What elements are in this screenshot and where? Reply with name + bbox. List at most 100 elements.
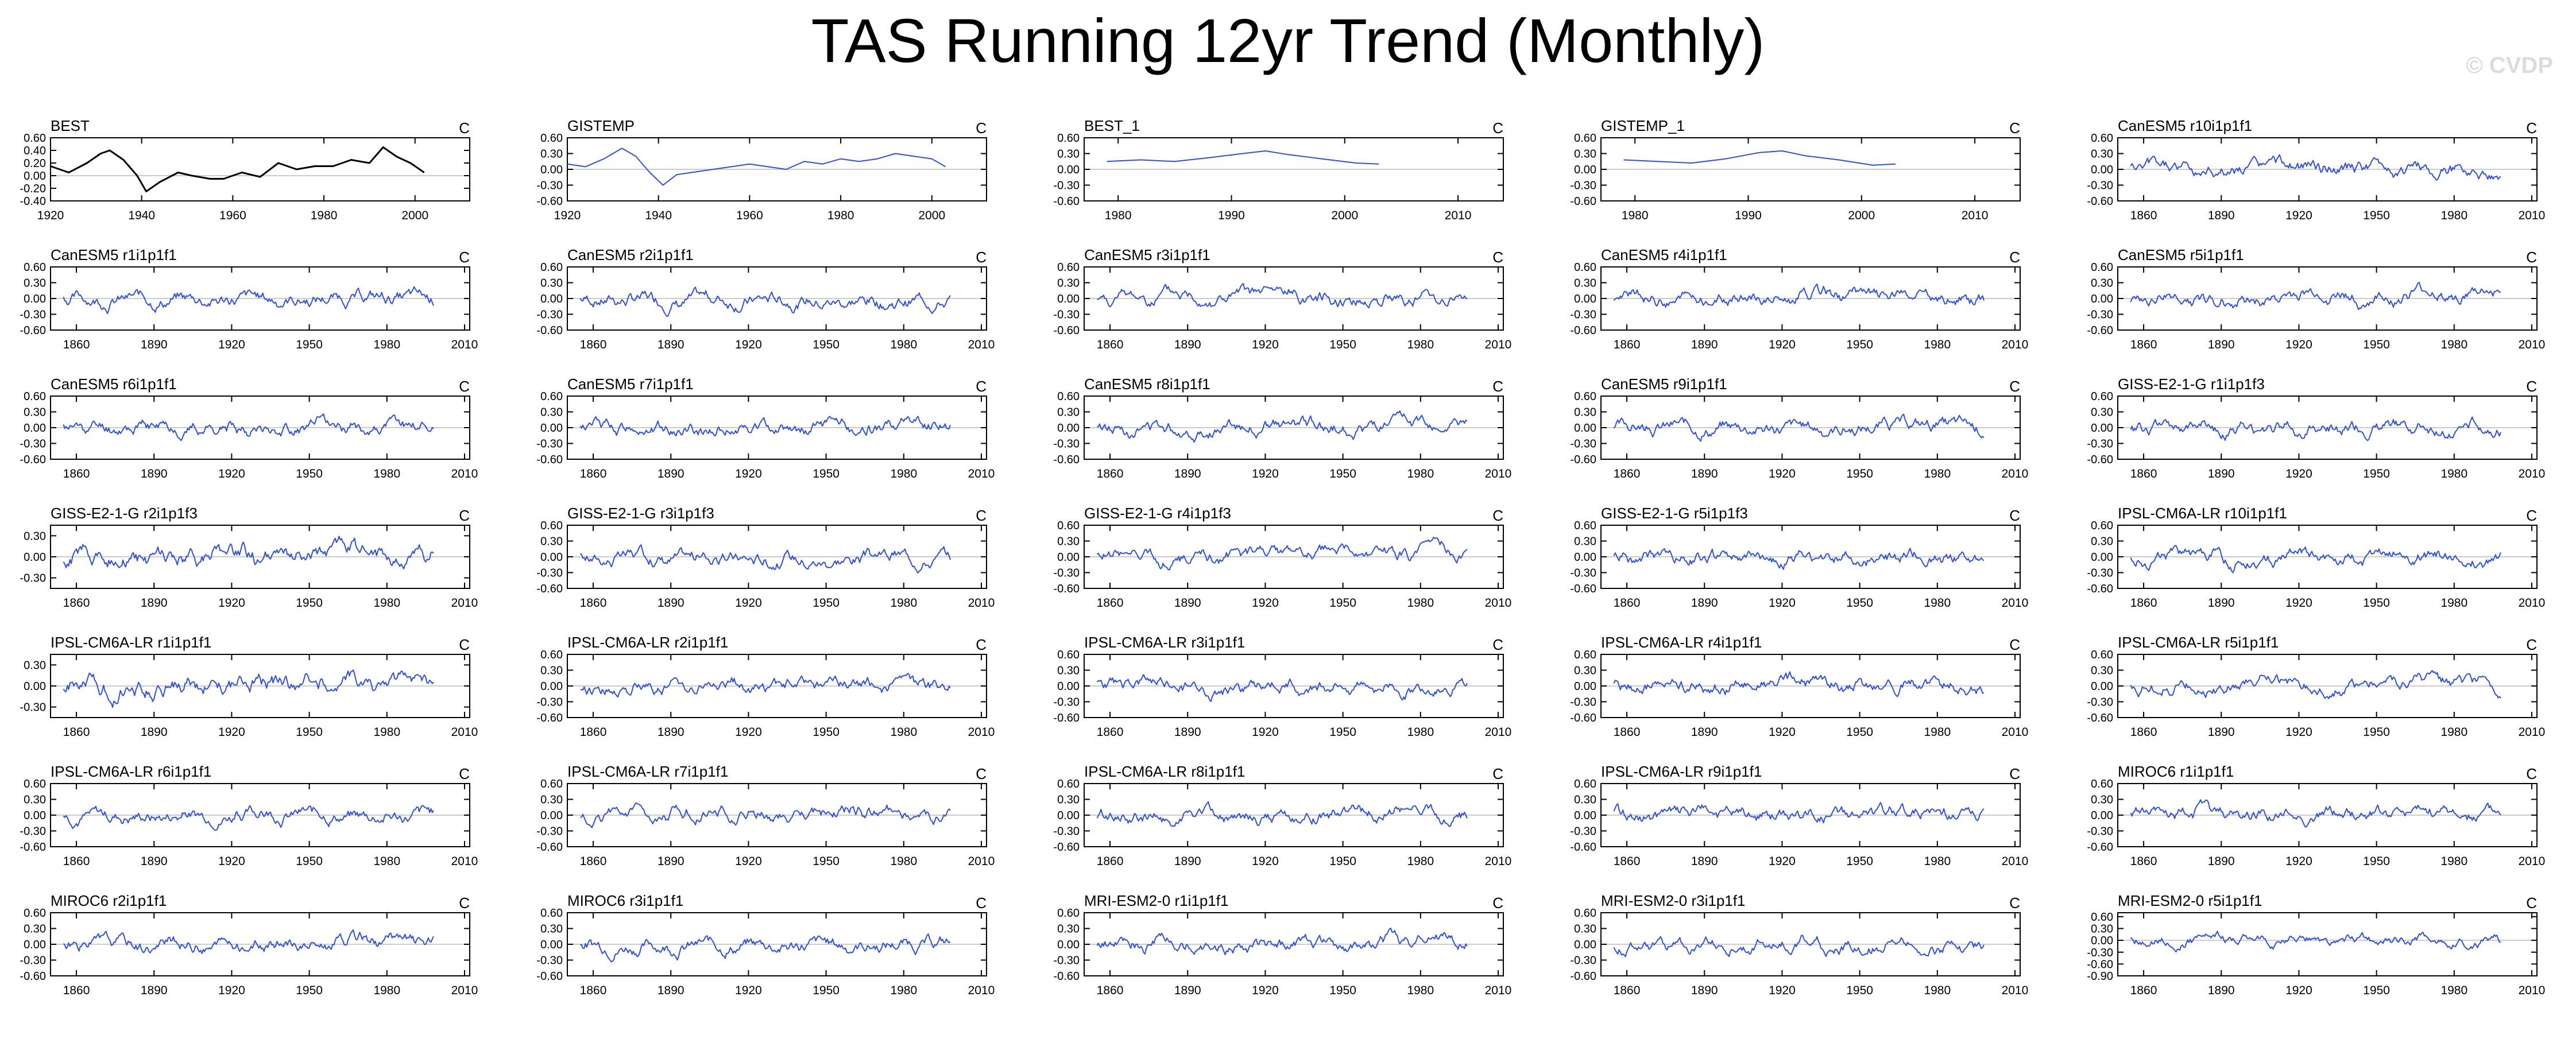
x-tick-label: 1980 xyxy=(1407,467,1434,480)
y-tick-label: -0.60 xyxy=(1053,453,1080,466)
y-tick-label: -0.60 xyxy=(536,841,563,854)
y-tick-label: -0.60 xyxy=(1053,583,1080,595)
y-tick-label: 0.30 xyxy=(24,659,46,672)
x-tick-label: 1890 xyxy=(141,855,168,868)
series-line xyxy=(63,669,434,708)
y-tick-label: -0.30 xyxy=(20,955,46,967)
y-tick-label: -0.30 xyxy=(1053,955,1080,967)
x-tick-label: 1890 xyxy=(1691,984,1718,997)
x-tick-label: 1890 xyxy=(1174,726,1201,739)
y-tick-label: -0.30 xyxy=(2087,947,2113,959)
x-tick-label: 1950 xyxy=(1846,596,1873,610)
x-tick-label: 1890 xyxy=(657,596,684,610)
y-tick-label: 0.30 xyxy=(2091,536,2113,548)
panel-title: IPSL-CM6A-LR r1i1p1f1 xyxy=(51,634,211,651)
x-tick-label: 2010 xyxy=(2002,467,2029,480)
y-tick-label: -0.60 xyxy=(2087,583,2113,595)
y-tick-label: -0.60 xyxy=(2087,958,2113,971)
y-tick-label: -0.60 xyxy=(536,970,563,983)
x-tick-label: 2010 xyxy=(2519,467,2546,480)
x-tick-label: 2010 xyxy=(451,984,478,997)
y-tick-label: 0.00 xyxy=(2091,935,2113,947)
x-tick-label: 2010 xyxy=(1485,467,1512,480)
series-line xyxy=(1096,674,1468,702)
y-tick-label: -0.60 xyxy=(1570,970,1596,983)
x-tick-label: 1860 xyxy=(2130,338,2157,351)
x-tick-label: 1980 xyxy=(827,209,854,222)
panel-units: C xyxy=(2009,249,2020,266)
x-tick-label: 1920 xyxy=(218,726,245,739)
x-tick-label: 1950 xyxy=(2363,338,2390,351)
x-tick-label: 1890 xyxy=(1691,855,1718,868)
panel-units: C xyxy=(976,894,987,912)
panel-units: C xyxy=(976,378,987,395)
series-line xyxy=(2130,931,2501,953)
y-tick-label: -0.30 xyxy=(1053,825,1080,838)
y-tick-label: 0.00 xyxy=(1574,164,1596,176)
x-tick-label: 1950 xyxy=(296,596,323,610)
y-tick-label: 0.60 xyxy=(2091,911,2113,924)
x-tick-label: 1890 xyxy=(1174,984,1201,997)
x-tick-label: 1890 xyxy=(657,726,684,739)
x-tick-label: 1980 xyxy=(1924,855,1951,868)
x-tick-label: 1950 xyxy=(296,984,323,997)
y-tick-label: 0.60 xyxy=(24,778,46,790)
y-tick-label: 0.30 xyxy=(540,923,563,936)
x-tick-label: 1920 xyxy=(735,984,762,997)
panel-title: IPSL-CM6A-LR r8i1p1f1 xyxy=(1084,763,1245,780)
x-tick-label: 1920 xyxy=(218,338,245,351)
y-tick-label: 0.30 xyxy=(24,277,46,290)
panel-title: IPSL-CM6A-LR r7i1p1f1 xyxy=(567,763,728,780)
y-tick-label: -0.30 xyxy=(1053,438,1080,451)
y-tick-label: 0.60 xyxy=(540,778,563,790)
y-tick-label: 0.30 xyxy=(540,536,563,548)
series-line xyxy=(2130,154,2501,181)
y-tick-label: 0.30 xyxy=(1057,794,1080,807)
y-tick-label: 0.30 xyxy=(2091,406,2113,419)
y-tick-label: -0.60 xyxy=(1053,970,1080,983)
y-tick-label: 0.00 xyxy=(1057,939,1080,951)
y-tick-label: 0.00 xyxy=(2091,680,2113,693)
x-tick-label: 1890 xyxy=(2208,984,2235,997)
y-tick-label: -0.40 xyxy=(20,195,46,208)
x-tick-label: 1890 xyxy=(2208,209,2235,222)
x-tick-label: 2000 xyxy=(1331,209,1358,222)
x-tick-label: 1860 xyxy=(2130,855,2157,868)
series-line xyxy=(2130,545,2501,573)
y-tick-label: 0.60 xyxy=(1574,778,1596,790)
panel-units: C xyxy=(2009,378,2020,395)
x-tick-label: 1920 xyxy=(2285,984,2312,997)
panel-title: MRI-ESM2-0 r3i1p1f1 xyxy=(1601,892,1745,909)
y-tick-label: 0.30 xyxy=(1574,794,1596,807)
y-tick-label: 0.60 xyxy=(2091,261,2113,274)
x-tick-label: 1940 xyxy=(645,209,672,222)
y-tick-label: -0.30 xyxy=(536,567,563,580)
y-tick-label: -0.60 xyxy=(536,712,563,724)
x-tick-label: 2000 xyxy=(1848,209,1875,222)
x-tick-label: 2010 xyxy=(1485,726,1512,739)
y-tick-label: -0.60 xyxy=(1053,324,1080,337)
series-line xyxy=(580,673,951,698)
x-tick-label: 1860 xyxy=(1097,338,1124,351)
x-tick-label: 1920 xyxy=(1769,984,1796,997)
y-tick-label: -0.30 xyxy=(20,701,46,714)
x-tick-label: 1950 xyxy=(2363,209,2390,222)
y-tick-label: 0.30 xyxy=(1057,923,1080,936)
panel-title: GISS-E2-1-G r4i1p1f3 xyxy=(1084,505,1231,522)
x-tick-label: 1920 xyxy=(1252,855,1279,868)
y-tick-label: 0.00 xyxy=(540,939,563,951)
panel-units: C xyxy=(2009,636,2020,653)
x-tick-label: 1920 xyxy=(218,596,245,610)
y-tick-label: 0.60 xyxy=(1057,390,1080,403)
x-tick-label: 1950 xyxy=(813,855,840,868)
x-tick-label: 1960 xyxy=(736,209,763,222)
x-tick-label: 2010 xyxy=(1445,209,1472,222)
panel-units: C xyxy=(459,765,470,782)
y-tick-label: 0.00 xyxy=(24,551,46,564)
x-tick-label: 1980 xyxy=(1407,855,1434,868)
x-tick-label: 1980 xyxy=(1105,209,1132,222)
y-tick-label: 0.00 xyxy=(1057,680,1080,693)
series-line xyxy=(2130,799,2501,828)
y-tick-label: -0.60 xyxy=(2087,195,2113,208)
y-tick-label: 0.00 xyxy=(24,422,46,435)
